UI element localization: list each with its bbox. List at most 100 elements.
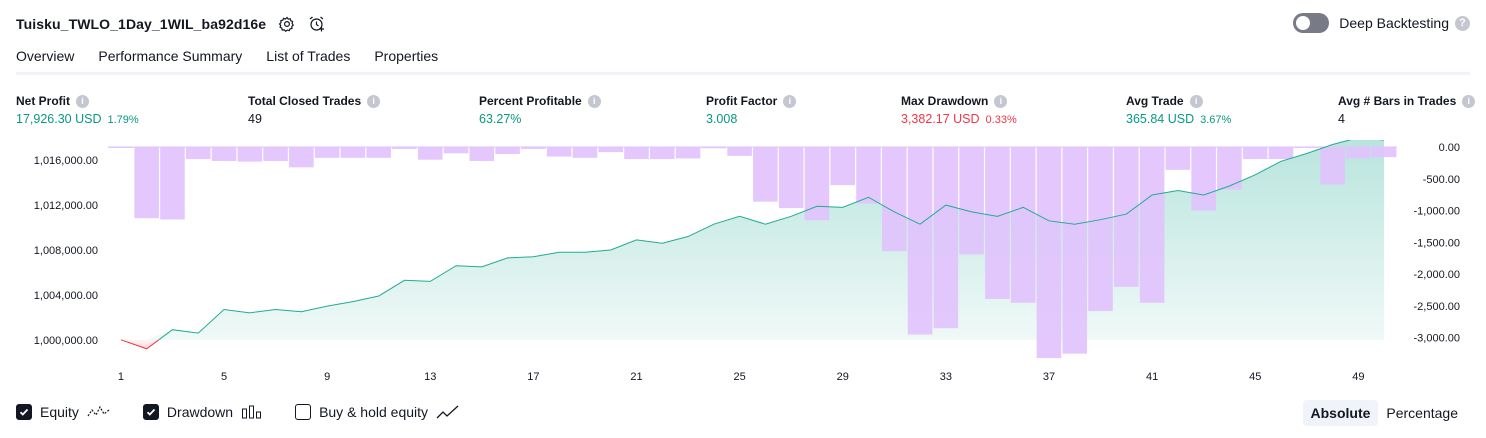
tab-list-of-trades[interactable]: List of Trades [266, 48, 351, 64]
equity-loss-line [120, 339, 160, 350]
equity-tick-label: 1,012,000.00 [34, 200, 98, 212]
drawdown-bar [185, 146, 211, 160]
settings-icon[interactable] [278, 15, 296, 33]
toggle-knob [1296, 16, 1311, 30]
metric-value: 4 [1338, 112, 1345, 126]
info-icon[interactable]: i [783, 94, 797, 108]
drawdown-bar [443, 146, 469, 154]
legend-equity[interactable]: Equity [16, 404, 111, 420]
x-tick-label: 33 [940, 371, 952, 380]
drawdown-bar [289, 146, 314, 168]
buy-hold-label: Buy & hold equity [319, 404, 429, 420]
metric-label: Avg Trade [1126, 94, 1184, 108]
drawdown-bar [1242, 146, 1268, 160]
metric-percent: 1.79% [107, 114, 139, 126]
equity-checkbox[interactable] [16, 404, 32, 420]
info-icon[interactable]: i [1462, 94, 1476, 108]
buy-hold-line-icon [436, 404, 460, 420]
drawdown-tick-label: -2,500.00 [1414, 301, 1460, 313]
drawdown-bars [108, 146, 1397, 359]
drawdown-bar [366, 146, 391, 158]
drawdown-bar [727, 146, 752, 156]
equity-drawdown-chart[interactable]: 1,000,000.00 1,004,000.00 1,008,000.00 1,01… [0, 140, 1486, 380]
tab-properties[interactable]: Properties [374, 48, 439, 64]
metric-percent: 0.33% [985, 114, 1017, 126]
drawdown-bar [1114, 146, 1139, 287]
add-alert-icon[interactable] [308, 15, 326, 33]
tab-overview[interactable]: Overview [16, 48, 75, 75]
x-axis: 1 5 9 13 17 21 25 29 33 37 41 45 49 [118, 371, 1365, 380]
x-tick-label: 25 [733, 371, 745, 380]
strategy-title: Tuisku_TWLO_1Day_1WIL_ba92d16e [16, 16, 267, 32]
info-icon[interactable]: i [1189, 94, 1203, 108]
info-icon[interactable]: i [587, 94, 601, 108]
percentage-button[interactable]: Percentage [1386, 405, 1458, 421]
equity-tick-label: 1,016,000.00 [34, 155, 98, 167]
legend-drawdown[interactable]: Drawdown [142, 404, 263, 420]
metric-percent: 3.67% [1200, 114, 1232, 126]
drawdown-bars-icon [241, 404, 263, 420]
metric-avg-trade: Avg Trade i 365.84 USD 3.67% [1126, 94, 1231, 126]
drawdown-bar [1268, 146, 1294, 160]
equity-tick-label: 1,000,000.00 [34, 335, 98, 347]
drawdown-bar [830, 146, 856, 186]
deep-backtesting-control: Deep Backtesting ? [1293, 13, 1470, 33]
drawdown-bar [1036, 146, 1062, 359]
x-tick-label: 13 [424, 371, 436, 380]
drawdown-bar [985, 146, 1010, 299]
equity-y-axis: 1,000,000.00 1,004,000.00 1,008,000.00 1,01… [34, 155, 98, 347]
drawdown-tick-label: -500.00 [1423, 174, 1460, 186]
drawdown-bar [469, 146, 495, 161]
metric-percent-profitable: Percent Profitable i 63.27% [479, 94, 601, 126]
value-mode-switch: Absolute Percentage [1302, 400, 1467, 426]
deep-backtesting-toggle[interactable] [1293, 13, 1330, 33]
equity-tick-label: 1,008,000.00 [34, 245, 98, 257]
tab-performance-summary[interactable]: Performance Summary [98, 48, 243, 64]
absolute-button[interactable]: Absolute [1302, 400, 1379, 426]
metric-label: Total Closed Trades [248, 94, 362, 108]
drawdown-bar [907, 146, 933, 335]
legend-buy-hold-equity[interactable]: Buy & hold equity [295, 404, 460, 420]
strategy-header: Tuisku_TWLO_1Day_1WIL_ba92d16e [16, 13, 326, 35]
buy-hold-checkbox[interactable] [295, 404, 312, 420]
drawdown-bar [1191, 146, 1216, 211]
drawdown-bar [1371, 146, 1397, 158]
drawdown-bar [1010, 146, 1036, 303]
info-icon[interactable]: i [367, 94, 381, 108]
metric-total-closed-trades: Total Closed Trades i 49 [248, 94, 381, 126]
x-tick-label: 41 [1146, 371, 1158, 380]
equity-profit-line [158, 140, 1385, 341]
tabs-divider [16, 72, 1470, 75]
metric-net-profit: Net Profit i 17,926.30 USD 1.79% [16, 94, 139, 126]
drawdown-bar [521, 146, 546, 149]
x-tick-label: 29 [837, 371, 849, 380]
drawdown-bar [572, 146, 598, 158]
drawdown-bar [392, 146, 417, 149]
equity-label: Equity [40, 404, 79, 420]
x-tick-label: 21 [630, 371, 642, 380]
equity-line-icon [87, 404, 111, 420]
deep-backtesting-label: Deep Backtesting [1339, 15, 1449, 31]
info-icon[interactable]: i [76, 94, 89, 108]
drawdown-y-axis: 0.00 -500.00 -1,000.00 -1,500.00 -2,000.00 -2… [1414, 142, 1460, 345]
drawdown-bar [314, 146, 340, 158]
help-icon[interactable]: ? [1455, 15, 1470, 31]
metric-value: 3.008 [706, 112, 738, 126]
drawdown-bar [675, 146, 701, 159]
metric-max-drawdown: Max Drawdown i 3,382.17 USD 0.33% [901, 94, 1017, 126]
drawdown-checkbox[interactable] [142, 404, 159, 420]
drawdown-bar [1320, 146, 1345, 185]
tab-bar: Overview Performance Summary List of Tra… [16, 48, 462, 75]
x-tick-label: 1 [118, 371, 124, 380]
drawdown-bar [778, 146, 804, 209]
metric-label: Profit Factor [706, 94, 778, 108]
info-icon[interactable]: i [994, 94, 1008, 108]
x-tick-label: 17 [527, 371, 539, 380]
drawdown-bar [211, 146, 237, 161]
drawdown-bar [237, 146, 263, 162]
metric-value: 365.84 USD [1126, 112, 1195, 126]
drawdown-tick-label: -1,000.00 [1414, 206, 1460, 218]
drawdown-bar [933, 146, 959, 329]
metric-value: 63.27% [479, 112, 522, 126]
metric-label: Max Drawdown [901, 94, 989, 108]
